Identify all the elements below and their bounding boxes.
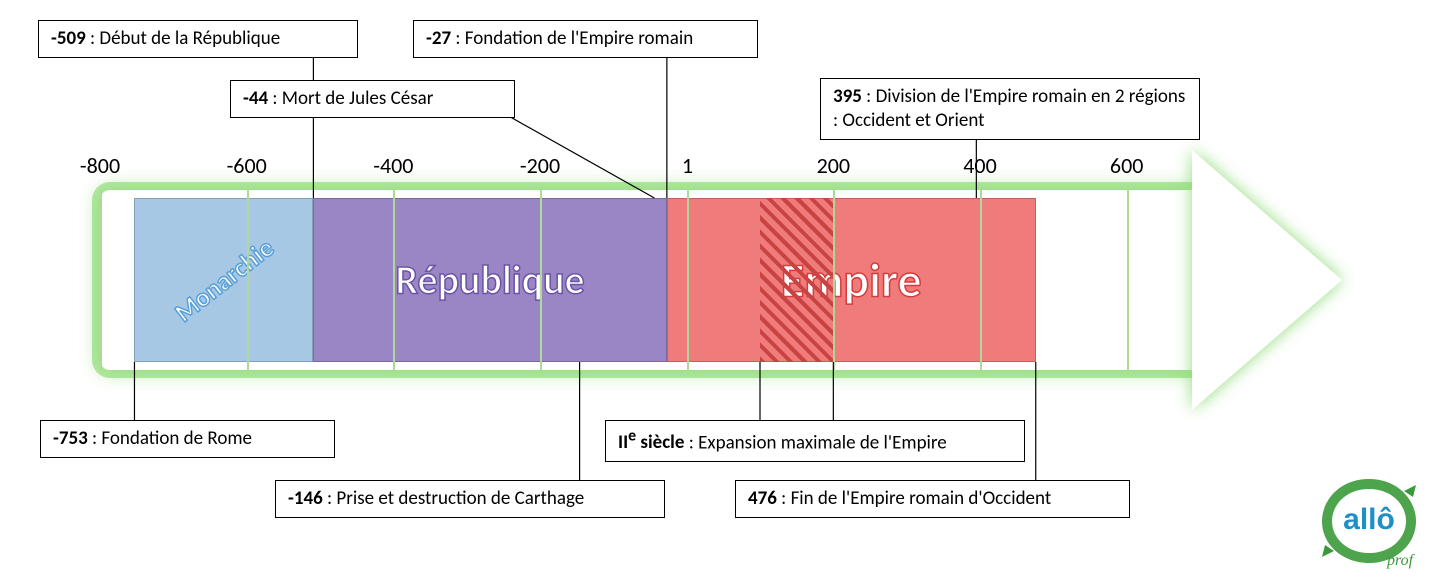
tick-label: 200	[817, 152, 850, 179]
event-text: : Fondation de l'Empire romain	[451, 27, 693, 50]
timeline-arrow-body: MonarchieRépubliqueEmpire-800-600-400-20…	[100, 190, 1200, 370]
event-year: 476	[748, 487, 777, 510]
event-year: -27	[426, 27, 451, 50]
event-text: : Fin de l'Empire romain d'Occident	[777, 487, 1051, 510]
period-republique: République	[313, 198, 666, 362]
tick	[980, 190, 982, 370]
hatched-2nd-century	[760, 198, 833, 362]
event-text: : Début de la République	[86, 27, 280, 50]
event-year: -44	[243, 87, 268, 110]
logo-text-sub: prof	[1386, 552, 1416, 569]
tick	[1127, 190, 1129, 370]
event-e509: -509 : Début de la République	[38, 20, 358, 58]
tick	[100, 190, 102, 370]
tick-label: -200	[520, 152, 560, 179]
event-e27: -27 : Fondation de l'Empire romain	[413, 20, 758, 58]
event-e395: 395 : Division de l'Empire romain en 2 r…	[820, 78, 1200, 140]
tick-label: 1	[682, 152, 693, 179]
event-text: : Mort de Jules César	[268, 87, 433, 110]
event-year: -146	[288, 487, 323, 510]
event-text: : Division de l'Empire romain en 2 régio…	[833, 85, 1185, 132]
event-e146: -146 : Prise et destruction de Carthage	[275, 480, 665, 518]
tick	[393, 190, 395, 370]
event-e2c: IIe siècle : Expansion maximale de l'Emp…	[605, 420, 1025, 462]
period-monarchie: Monarchie	[134, 198, 313, 362]
tick	[833, 190, 835, 370]
event-text: : Expansion maximale de l'Empire	[684, 431, 946, 454]
logo-text-main: allô	[1343, 503, 1395, 536]
event-text: : Fondation de Rome	[88, 427, 252, 450]
event-e476: 476 : Fin de l'Empire romain d'Occident	[735, 480, 1130, 518]
timeline-axis: MonarchieRépubliqueEmpire-800-600-400-20…	[100, 190, 1200, 370]
event-text: : Prise et destruction de Carthage	[323, 487, 584, 510]
timeline-arrow: MonarchieRépubliqueEmpire-800-600-400-20…	[100, 190, 1350, 390]
tick	[687, 190, 689, 370]
tick-label: 400	[963, 152, 996, 179]
timeline-arrow-head	[1192, 150, 1342, 410]
event-year: -509	[51, 27, 86, 50]
event-year: IIe siècle	[618, 431, 684, 454]
tick-label: -400	[373, 152, 413, 179]
timeline-figure: MonarchieRépubliqueEmpire-800-600-400-20…	[0, 0, 1440, 581]
period-label-monarchie: Monarchie	[168, 231, 280, 328]
event-year: -753	[53, 427, 88, 450]
event-e753: -753 : Fondation de Rome	[40, 420, 335, 458]
period-label-republique: République	[396, 256, 585, 305]
tick	[247, 190, 249, 370]
tick-label: 600	[1110, 152, 1143, 179]
tick-label: -600	[227, 152, 267, 179]
event-e44: -44 : Mort de Jules César	[230, 80, 515, 118]
tick	[540, 190, 542, 370]
brand-logo: allô prof	[1314, 471, 1424, 571]
event-year: 395	[833, 85, 862, 108]
tick-label: -800	[80, 152, 120, 179]
